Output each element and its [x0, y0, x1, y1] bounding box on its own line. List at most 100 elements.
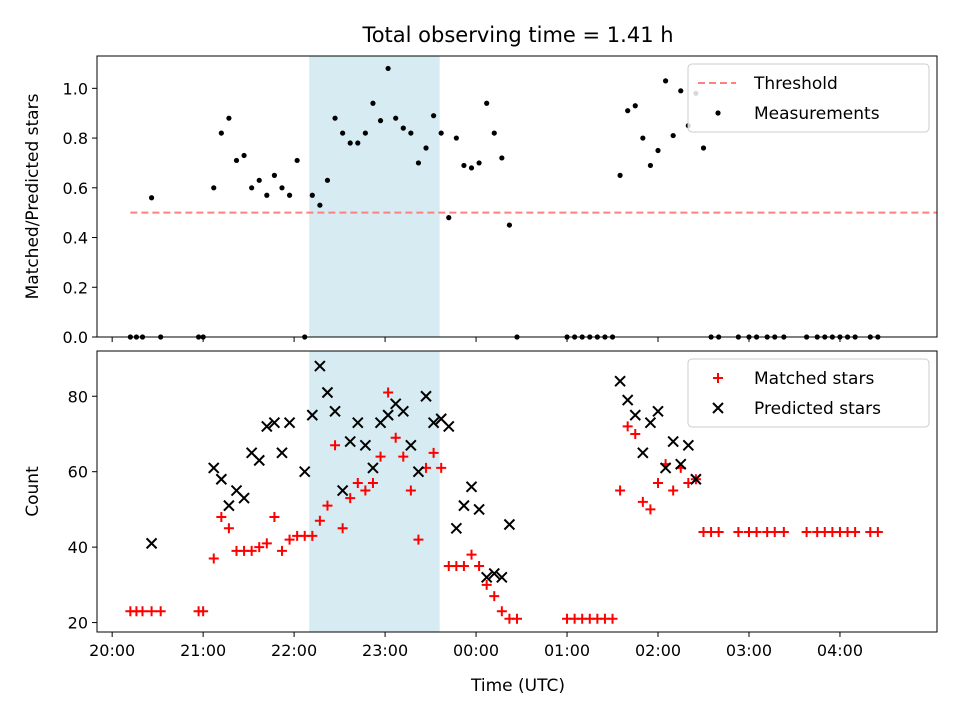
matched-point [330, 440, 341, 451]
predicted-point [450, 522, 463, 534]
matched-point [713, 527, 724, 538]
predicted-point [443, 420, 455, 433]
measurement-point [670, 132, 676, 139]
predicted-point [283, 416, 296, 429]
matched-point [778, 527, 789, 538]
axes-frame [96, 350, 938, 633]
predicted-point [329, 405, 341, 418]
x-tick-label: 00:00 [453, 641, 499, 660]
predicted-point [397, 405, 409, 418]
matched-point [284, 534, 295, 545]
count-panel: 20 40 60 80 20:00 21:00 22:00 23:00 00:00 01:00 02… [23, 350, 938, 660]
matched-point [246, 545, 257, 556]
measurement-point [662, 78, 669, 84]
measurement-point [393, 115, 399, 121]
measurement-point [423, 145, 429, 151]
predicted-point [367, 462, 379, 474]
predicted-point [336, 484, 349, 497]
matched-point [474, 560, 485, 571]
matched-point [769, 527, 780, 538]
predicted-point [614, 375, 626, 387]
measurement-point [286, 192, 293, 198]
predicted-point [465, 481, 478, 493]
predicted-point [276, 447, 288, 459]
predicted-point [412, 465, 425, 478]
measurement-point [370, 100, 376, 106]
measurement-point [400, 125, 406, 131]
matched-point [223, 523, 234, 534]
predicted-point [299, 465, 311, 478]
measurement-point [655, 147, 661, 154]
matched-point [307, 530, 318, 541]
predicted-point [496, 571, 508, 584]
measurement-point [431, 113, 437, 119]
predicted-point [659, 462, 672, 474]
matched-point [801, 527, 812, 538]
measurement-point [468, 165, 475, 171]
predicted-point [261, 420, 273, 433]
legend-label: Threshold [753, 74, 838, 94]
matched-point [413, 534, 424, 545]
x-tick-label: 01:00 [544, 641, 590, 660]
legend-marker [712, 402, 724, 414]
legend-box [687, 63, 930, 133]
matched-point [481, 579, 492, 590]
measurement-point [340, 130, 346, 136]
y-tick-label: 0.6 [63, 179, 88, 198]
x-tick-label: 04:00 [817, 641, 863, 660]
x-tick-label: 20:00 [89, 641, 135, 660]
measurement-point [640, 135, 646, 141]
measurement-point [491, 130, 497, 136]
measurement-point [617, 172, 623, 178]
series-predicted-stars [145, 360, 702, 584]
predicted-point [427, 416, 440, 429]
matched-point [637, 496, 648, 507]
matched-point [360, 485, 371, 496]
measurement-point [700, 145, 707, 151]
predicted-point [215, 473, 228, 485]
matched-point [630, 428, 641, 439]
x-tick-label: 03:00 [726, 641, 772, 660]
measurement-point [625, 108, 631, 114]
measurement-point [264, 192, 270, 198]
matched-point [622, 421, 633, 432]
axes-frame [96, 55, 938, 338]
series-matched-stars [125, 387, 883, 624]
measurement-point [347, 140, 353, 146]
matched-point [155, 606, 166, 617]
matched-point [375, 451, 386, 462]
measurement-point [218, 130, 224, 136]
y-tick-label: 1.0 [63, 79, 88, 98]
measurement-point [377, 118, 384, 124]
predicted-point [359, 439, 372, 452]
measurement-point [461, 162, 467, 169]
matched-point [872, 527, 883, 538]
measurement-point [415, 160, 422, 166]
matched-point [850, 527, 861, 538]
legend-marker [715, 110, 721, 116]
predicted-point [652, 405, 664, 418]
chart-title: Total observing time = 1.41 h [361, 23, 673, 47]
matched-point [489, 591, 500, 602]
matched-point [645, 504, 656, 515]
matched-point [615, 485, 626, 496]
predicted-point [637, 447, 649, 459]
measurement-point [647, 162, 654, 169]
matched-point [198, 606, 209, 617]
y-tick-label: 60 [68, 463, 88, 482]
matched-point [261, 538, 272, 549]
matched-point [216, 511, 227, 522]
matched-point [668, 485, 679, 496]
measurement-point [256, 177, 262, 183]
matched-point [208, 553, 219, 564]
matched-point [322, 500, 333, 511]
legend-marker [713, 373, 723, 383]
measurement-point [476, 160, 482, 166]
measurement-point [211, 185, 217, 191]
predicted-point [344, 435, 356, 448]
matched-point [390, 432, 401, 443]
y-tick-label: 0.4 [63, 229, 88, 248]
measurement-point [446, 215, 452, 221]
matched-point [496, 606, 507, 617]
